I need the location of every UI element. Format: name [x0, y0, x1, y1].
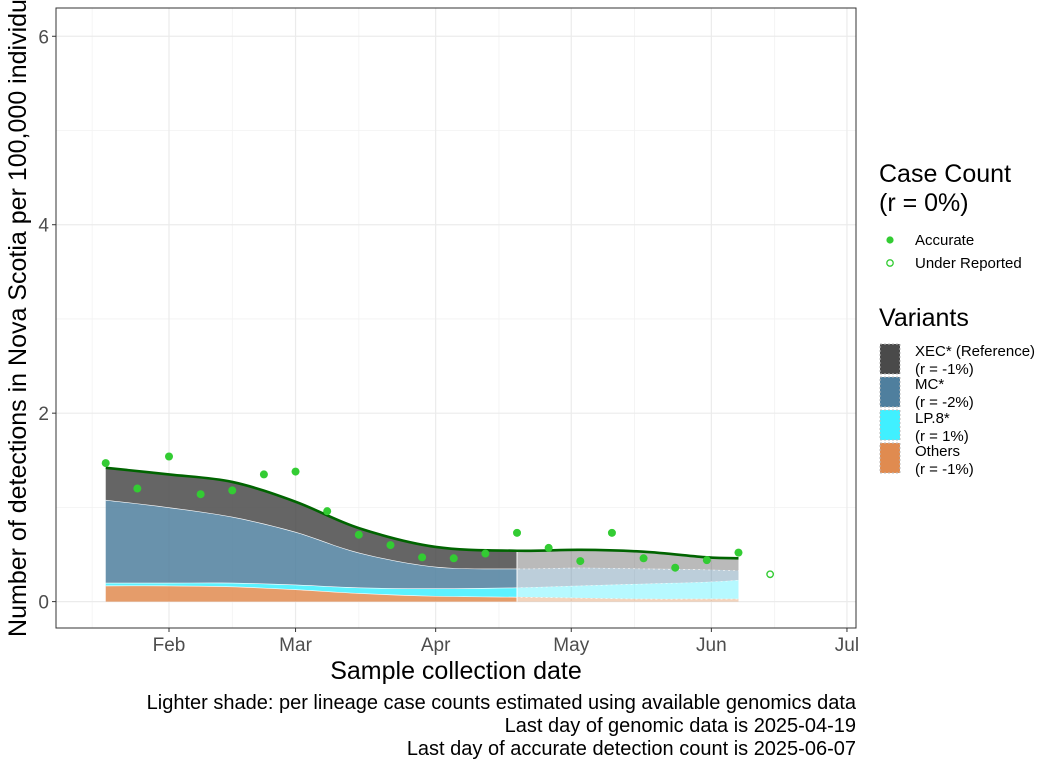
legend-variants: Variants XEC* (Reference) (r = -1%) MC* … [879, 304, 1035, 478]
legend-case-count-subtitle: (r = 0%) [879, 189, 969, 217]
point-accurate [164, 452, 173, 461]
point-accurate [259, 470, 268, 479]
legend-variants-title: Variants [879, 304, 969, 332]
point-accurate [481, 549, 490, 558]
captions: Lighter shade: per lineage case counts e… [147, 692, 857, 760]
y-tick-label: 6 [38, 27, 49, 48]
y-axis-label: Number of detections in Nova Scotia per … [4, 0, 32, 637]
legend-swatch-mc [879, 376, 901, 408]
axes: 0 2 4 6 Feb Mar Apr May Jun Jul [38, 27, 859, 656]
caption-line-1: Lighter shade: per lineage case counts e… [147, 692, 857, 714]
legend-r-others: (r = -1%) [915, 461, 974, 478]
panel-border [55, 7, 857, 629]
legend-accurate-marker [886, 236, 894, 244]
legend-under-reported-label: Under Reported [915, 255, 1022, 272]
point-accurate [101, 459, 110, 468]
area-mc-edge-estimated [517, 567, 739, 572]
legend-swatch-lp8 [879, 409, 901, 441]
case-count-points [101, 452, 775, 579]
point-accurate [671, 563, 680, 572]
point-accurate [228, 486, 237, 495]
point-accurate [133, 484, 142, 493]
legend-case-count: Case Count (r = 0%) Accurate Under Repor… [879, 160, 1022, 272]
point-accurate [639, 554, 648, 563]
point-accurate [576, 557, 585, 566]
point-accurate [607, 528, 616, 537]
x-tick-label: Jun [696, 635, 727, 656]
area-lp-8-estimated [517, 579, 739, 599]
point-accurate [449, 554, 458, 563]
total-line-layer [105, 466, 739, 560]
point-accurate [418, 553, 427, 562]
legend-r-lp8: (r = 1%) [915, 428, 969, 445]
point-accurate [323, 507, 332, 516]
legend-under-reported-marker [886, 259, 894, 267]
point-accurate [291, 467, 300, 476]
area-others-observed [105, 585, 518, 602]
x-tick-label: Mar [279, 635, 312, 656]
x-axis-label: Sample collection date [330, 657, 582, 685]
legend-swatch-xec [879, 343, 901, 375]
legend-r-xec: (r = -1%) [915, 361, 974, 378]
area-lp-8-edge [105, 582, 518, 590]
point-accurate [734, 548, 743, 557]
caption-line-2: Last day of genomic data is 2025-04-19 [505, 715, 856, 737]
legend-label-xec: XEC* (Reference) [915, 343, 1035, 360]
total-line [105, 466, 739, 560]
point-accurate [386, 541, 395, 550]
point-accurate [544, 543, 553, 552]
x-tick-label: Feb [153, 635, 186, 656]
area-mc-observed [105, 499, 518, 589]
point-accurate [354, 530, 363, 539]
point-accurate [513, 528, 522, 537]
legend-label-mc: MC* [915, 376, 944, 393]
legend-case-count-title: Case Count [879, 160, 1011, 188]
area-xec-reference-estimated [517, 549, 739, 571]
point-accurate [196, 490, 205, 499]
area-others-estimated [517, 596, 739, 602]
y-tick-label: 0 [38, 593, 49, 614]
x-tick-label: Apr [421, 635, 451, 656]
x-tick-label: Jul [835, 635, 859, 656]
caption-line-3: Last day of accurate detection count is … [407, 738, 856, 760]
legend-accurate-label: Accurate [915, 232, 974, 249]
area-mc-estimated [517, 567, 739, 588]
area-lp-8-observed [105, 582, 518, 597]
legend-label-others: Others [915, 443, 960, 460]
point-accurate [702, 556, 711, 565]
area-mc [105, 499, 739, 589]
x-tick-label: May [553, 635, 589, 656]
legend-r-mc: (r = -2%) [915, 394, 974, 411]
legend-swatch-others [879, 442, 901, 474]
y-tick-label: 4 [38, 216, 49, 237]
point-under-reported [766, 570, 775, 579]
legend-label-lp8: LP.8* [915, 410, 950, 427]
area-lp-8 [105, 579, 739, 599]
y-tick-label: 2 [38, 404, 49, 425]
